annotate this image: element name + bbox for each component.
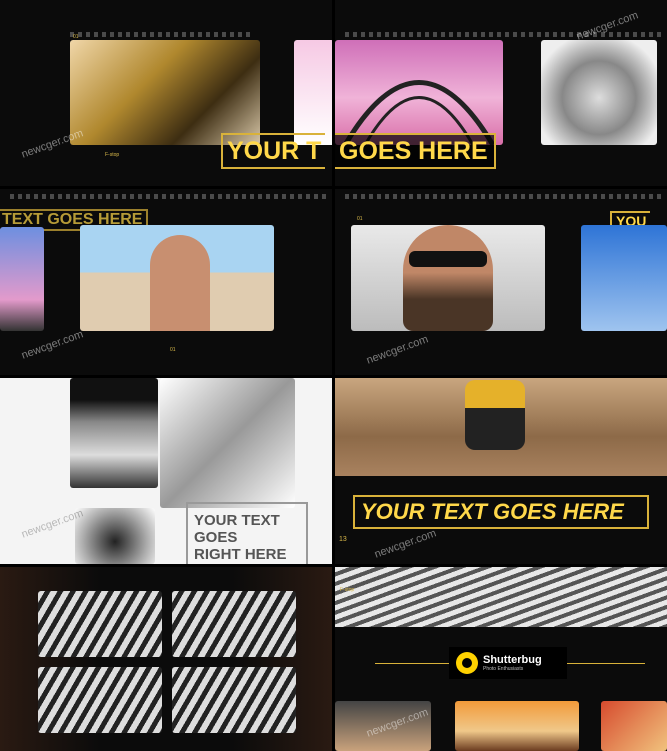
brand-name: Shutterbug <box>483 654 542 666</box>
sky-silhouette-photo <box>581 225 667 331</box>
video-frame-6: YOUR TEXT GOES HERE 13 newcger.com <box>335 378 667 564</box>
bridge-photo-edge <box>294 40 332 145</box>
motorcycle-desert-photo <box>335 378 667 476</box>
sunglasses <box>409 251 487 267</box>
model-photo <box>160 378 295 508</box>
video-frame-8: F-stop Shutterbug Photo Enthusiasts newc… <box>335 567 667 751</box>
woman-portrait-photo <box>335 701 431 751</box>
film-strip <box>10 194 330 199</box>
brand-tagline: Photo Enthusiasts <box>483 666 524 672</box>
headline-box: YOUR TEXT GOES HERE <box>353 495 649 529</box>
car-interior-photo <box>70 40 260 145</box>
woman-beach-photo <box>80 225 274 331</box>
woman-figure <box>150 235 210 331</box>
headline-box: YOUR T <box>221 133 326 169</box>
video-frame-3: TEXT GOES HERE 01 newcger.com <box>0 189 332 375</box>
frame-tick: F-stop <box>340 587 355 593</box>
frame-tick: 13 <box>339 536 347 543</box>
tiger-photo <box>172 591 296 657</box>
frame-tick: 01 <box>73 34 79 40</box>
bridge-arch-graphic <box>342 80 496 147</box>
lips-photo <box>70 378 158 488</box>
watermark: newcger.com <box>372 527 438 561</box>
frame-tick: 01 <box>170 347 176 353</box>
watermark: newcger.com <box>574 9 640 43</box>
frame-tick: 01 <box>357 216 363 222</box>
film-strip <box>345 32 665 37</box>
sunset-photo <box>455 701 579 751</box>
motorcycle <box>465 380 525 450</box>
shutter-icon <box>456 652 478 674</box>
man-face <box>403 225 493 331</box>
headline-frame: YOUR TEXT GOES RIGHT HERE <box>186 502 308 564</box>
headline-box: TEXT GOES HERE <box>0 209 149 231</box>
tiger-photo <box>38 591 162 657</box>
film-strip <box>345 194 665 199</box>
bearded-man-photo <box>351 225 545 331</box>
tiger-photo <box>38 667 162 733</box>
frame-tick: F-stop <box>105 152 120 158</box>
lion-photo <box>541 40 657 145</box>
watermark: newcger.com <box>364 333 430 367</box>
headline-text: YOUR TEXT GOES RIGHT HERE <box>194 512 287 563</box>
tiger-closeup-photo <box>335 567 667 627</box>
watermark: newcger.com <box>19 328 85 362</box>
tiger-photo <box>172 667 296 733</box>
shutterbug-logo: Shutterbug Photo Enthusiasts <box>449 647 567 679</box>
headline-box: GOES HERE <box>335 133 496 169</box>
video-frame-2: GOES HERE newcger.com <box>335 0 667 186</box>
video-frame-7 <box>0 567 332 751</box>
sunset-photo-edge <box>0 227 44 331</box>
film-strip <box>70 32 250 37</box>
video-frame-1: 01 F-stop YOUR T newcger.com <box>0 0 332 186</box>
video-frame-5: YOUR TEXT GOES RIGHT HERE newcger.com <box>0 378 332 564</box>
food-photo <box>601 701 667 751</box>
portrait-photo <box>75 508 155 564</box>
bridge-photo <box>335 40 503 147</box>
video-frame-4: YOU 01 newcger.com <box>335 189 667 375</box>
